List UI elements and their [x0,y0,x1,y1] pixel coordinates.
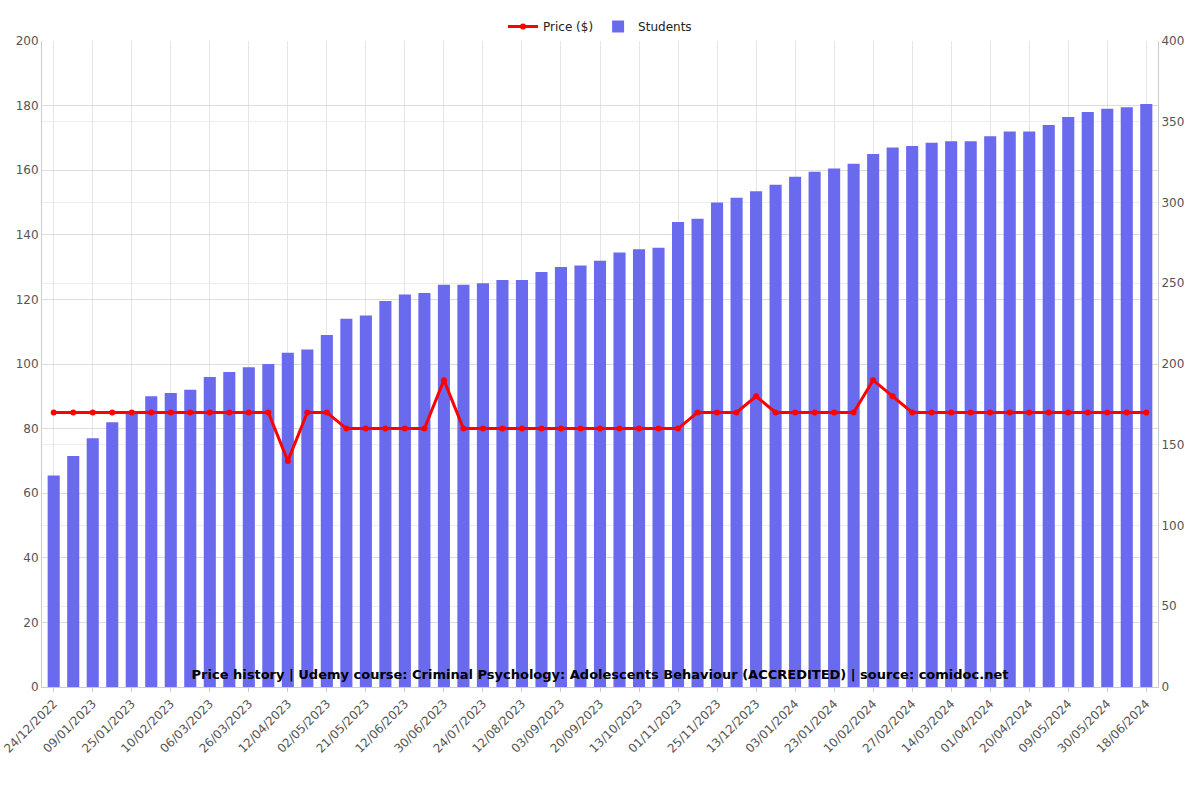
svg-text:160: 160 [16,163,39,177]
svg-text:18/06/2024: 18/06/2024 [1094,697,1153,756]
svg-text:09/05/2024: 09/05/2024 [1016,697,1075,756]
svg-text:25/01/2023: 25/01/2023 [79,697,138,756]
svg-text:09/01/2023: 09/01/2023 [40,697,99,756]
svg-text:01/04/2024: 01/04/2024 [938,697,997,756]
svg-text:12/04/2023: 12/04/2023 [235,697,294,756]
svg-text:12/08/2023: 12/08/2023 [470,697,529,756]
svg-text:14/03/2024: 14/03/2024 [899,697,958,756]
svg-text:180: 180 [16,99,39,113]
svg-text:23/01/2024: 23/01/2024 [782,697,841,756]
svg-text:60: 60 [23,486,38,500]
svg-text:10/02/2024: 10/02/2024 [821,697,880,756]
svg-text:25/11/2023: 25/11/2023 [665,697,724,756]
svg-text:03/09/2023: 03/09/2023 [509,697,568,756]
svg-text:0: 0 [1161,680,1169,694]
svg-text:27/02/2024: 27/02/2024 [860,697,919,756]
svg-text:Price ($): Price ($) [543,20,593,34]
svg-text:13/12/2023: 13/12/2023 [704,697,763,756]
svg-text:13/10/2023: 13/10/2023 [587,697,646,756]
svg-text:24/07/2023: 24/07/2023 [430,697,489,756]
svg-text:100: 100 [1161,519,1184,533]
svg-text:30/05/2024: 30/05/2024 [1055,697,1114,756]
svg-text:12/06/2023: 12/06/2023 [352,697,411,756]
svg-text:140: 140 [16,228,39,242]
svg-text:80: 80 [23,422,38,436]
svg-text:26/03/2023: 26/03/2023 [196,697,255,756]
svg-text:06/03/2023: 06/03/2023 [157,697,216,756]
svg-text:50: 50 [1161,599,1176,613]
svg-text:400: 400 [1161,34,1184,48]
svg-text:01/11/2023: 01/11/2023 [626,697,685,756]
svg-text:120: 120 [16,293,39,307]
svg-text:21/05/2023: 21/05/2023 [313,697,372,756]
svg-text:350: 350 [1161,115,1184,129]
svg-text:200: 200 [16,34,39,48]
svg-text:30/06/2023: 30/06/2023 [391,697,450,756]
svg-text:10/02/2023: 10/02/2023 [118,697,177,756]
svg-text:150: 150 [1161,438,1184,452]
svg-text:20/09/2023: 20/09/2023 [548,697,607,756]
svg-text:0: 0 [31,680,39,694]
svg-text:200: 200 [1161,357,1184,371]
svg-text:300: 300 [1161,196,1184,210]
svg-text:Price history | Udemy course:: Price history | Udemy course: Criminal P… [192,667,1009,682]
svg-text:Students: Students [638,20,692,34]
svg-text:20: 20 [23,616,38,630]
svg-text:03/01/2024: 03/01/2024 [743,697,802,756]
svg-text:02/05/2023: 02/05/2023 [274,697,333,756]
svg-text:250: 250 [1161,276,1184,290]
svg-text:24/12/2022: 24/12/2022 [1,697,60,756]
svg-text:40: 40 [23,551,38,565]
svg-text:20/04/2024: 20/04/2024 [977,697,1036,756]
svg-text:100: 100 [16,357,39,371]
